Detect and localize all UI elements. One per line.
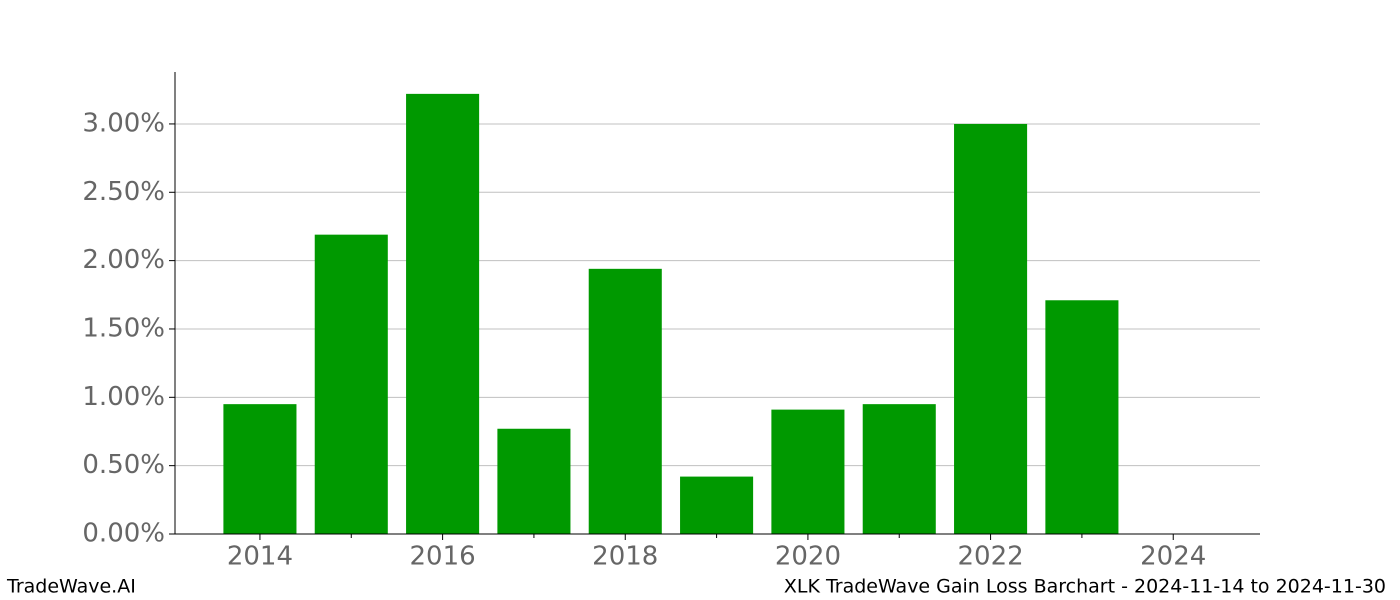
- x-tick-label: 2014: [227, 542, 293, 572]
- y-tick-label: 1.50%: [82, 313, 165, 343]
- x-tick-label: 2022: [957, 542, 1023, 572]
- bar: [588, 268, 662, 534]
- bar: [223, 404, 297, 534]
- bar: [497, 428, 571, 534]
- x-tick-label: 2018: [592, 542, 658, 572]
- y-tick-label: 0.50%: [82, 450, 165, 480]
- x-tick-label: 2024: [1140, 542, 1206, 572]
- footer-right: XLK TradeWave Gain Loss Barchart - 2024-…: [784, 576, 1386, 598]
- bar: [314, 234, 388, 534]
- x-tick-label: 2016: [410, 542, 476, 572]
- y-tick-label: 3.00%: [82, 108, 165, 138]
- bar: [680, 476, 754, 534]
- y-tick-label: 0.00%: [82, 519, 165, 549]
- y-tick-label: 2.50%: [82, 177, 165, 207]
- bar: [862, 404, 936, 534]
- y-tick-label: 1.00%: [82, 382, 165, 412]
- bar: [771, 409, 845, 534]
- x-tick-label: 2020: [775, 542, 841, 572]
- bar: [954, 123, 1028, 534]
- bar: [1045, 300, 1119, 534]
- y-tick-label: 2.00%: [82, 245, 165, 275]
- footer-left: TradeWave.AI: [6, 576, 136, 598]
- bar: [406, 93, 480, 535]
